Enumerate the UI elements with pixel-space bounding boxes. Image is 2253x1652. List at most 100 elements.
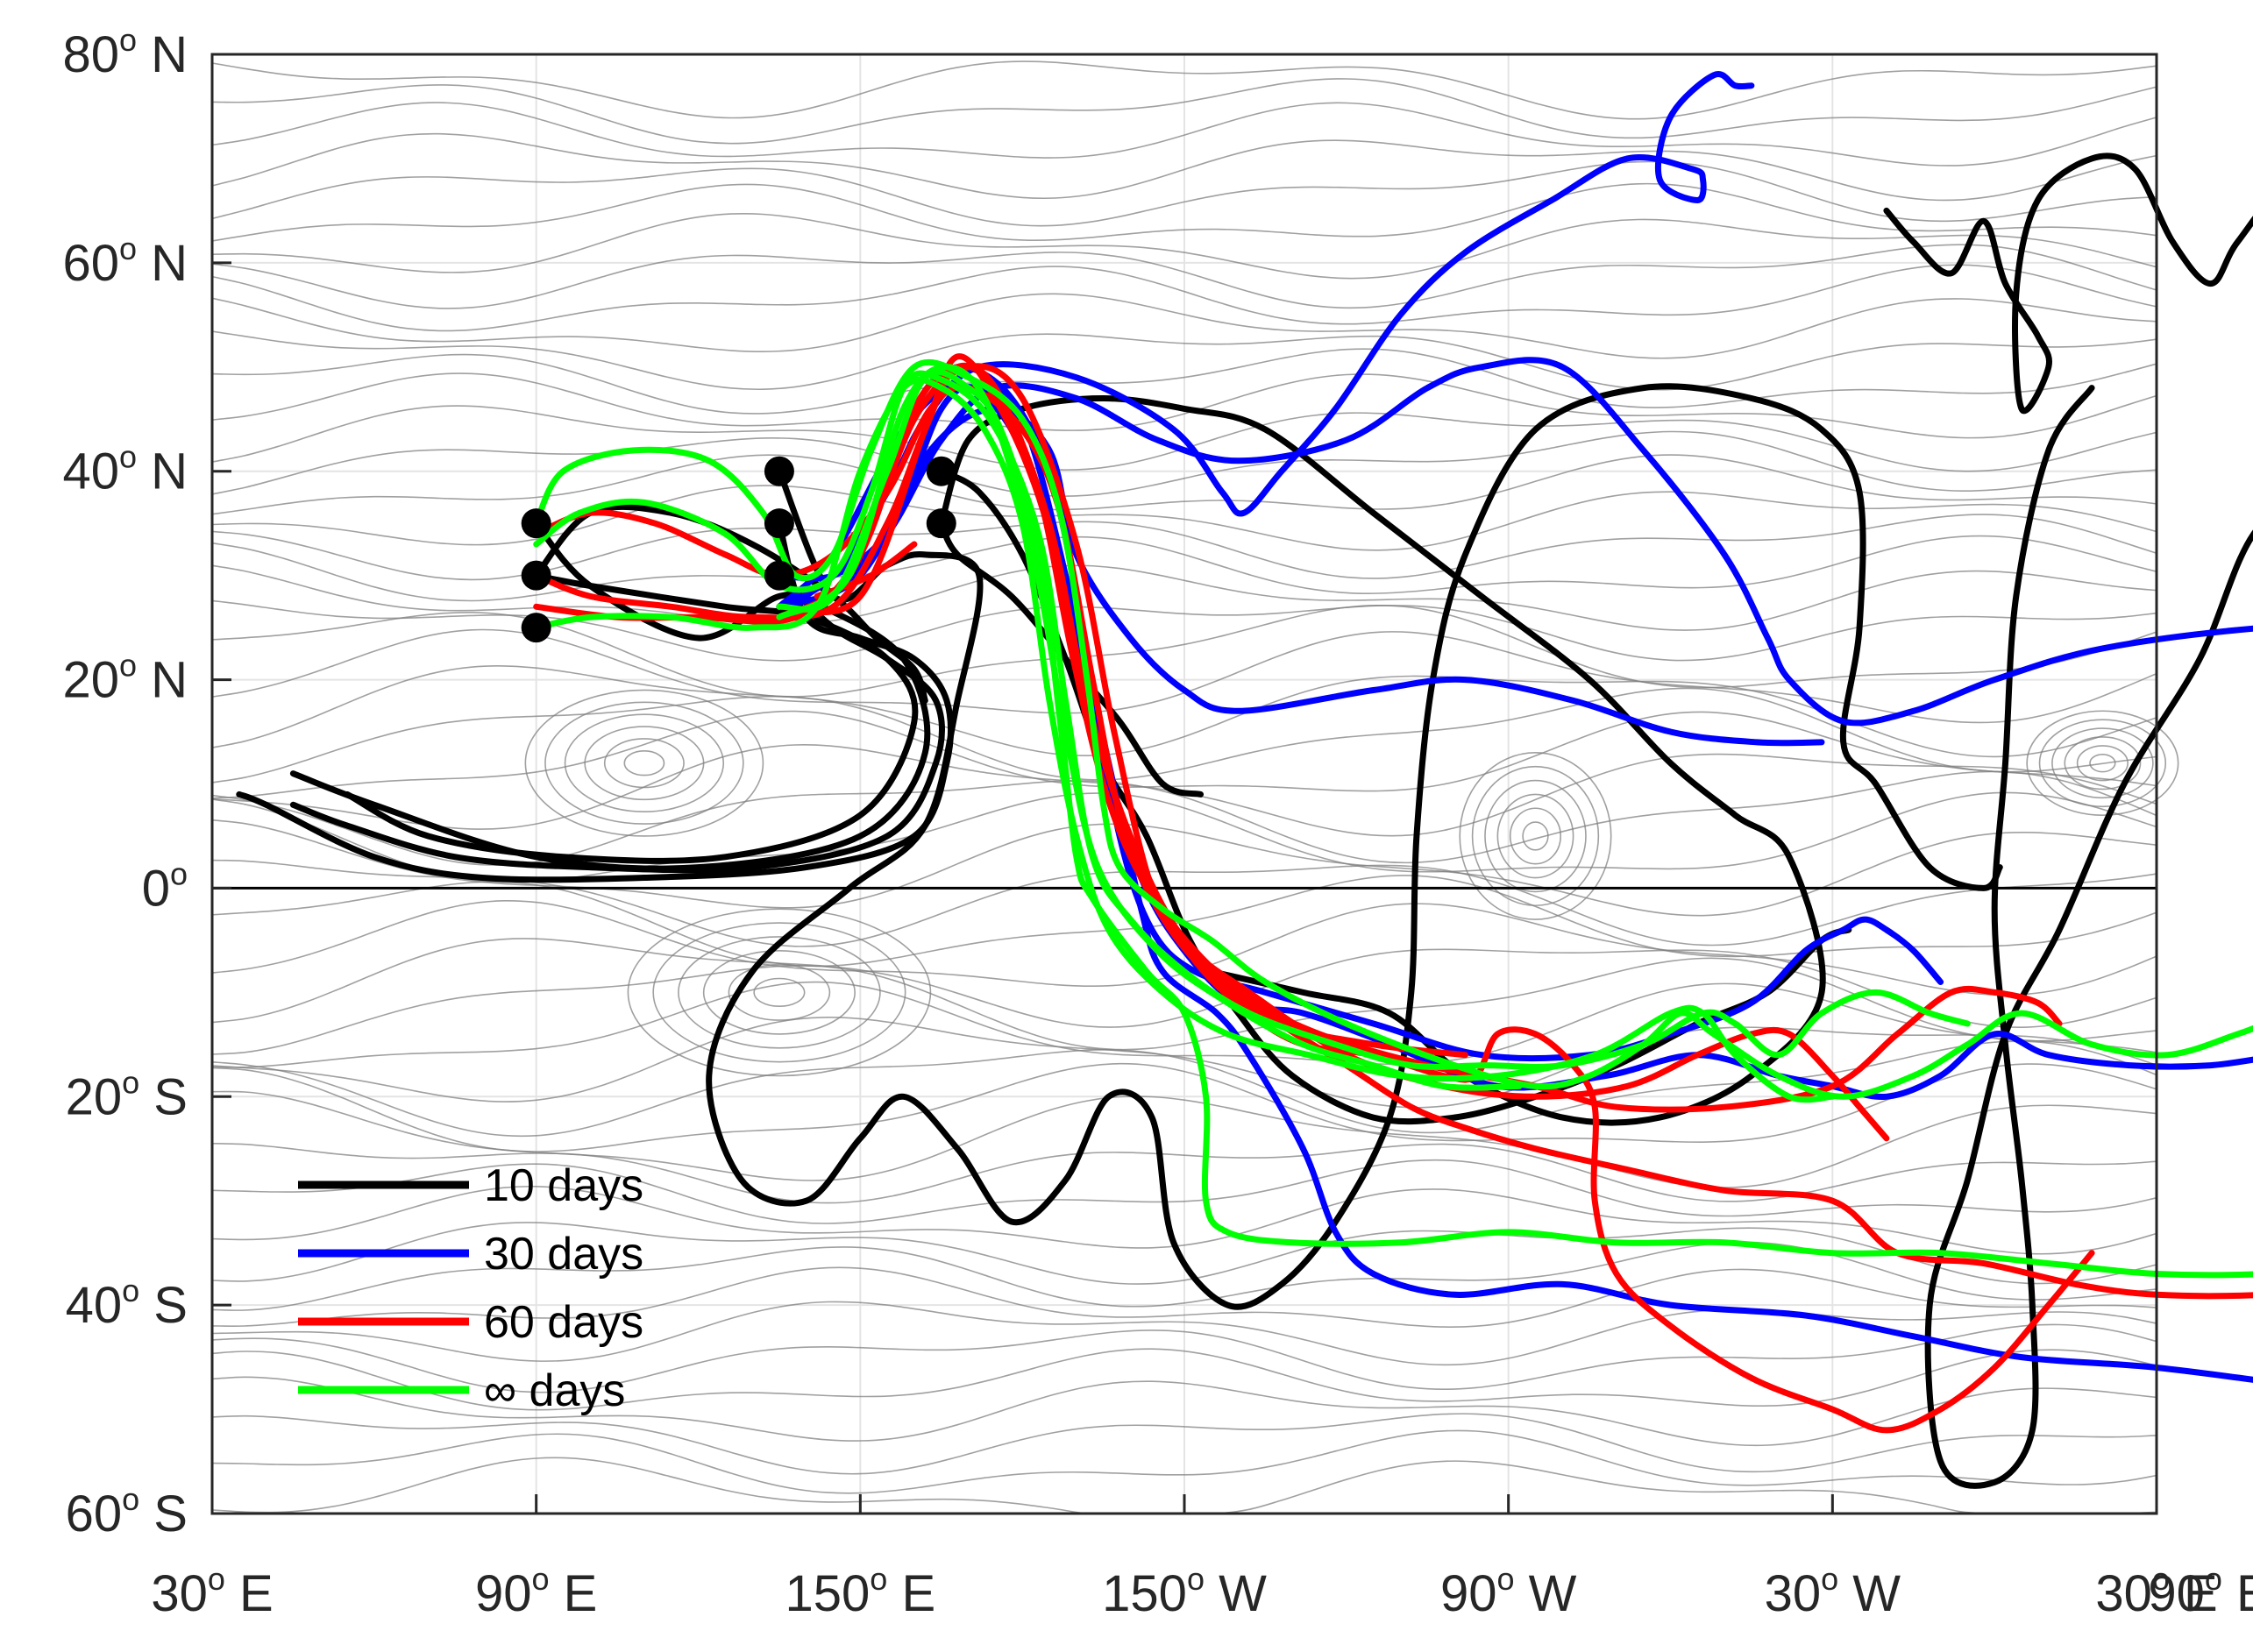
streamline [211, 454, 2157, 515]
x-tick-label: 90o E [475, 1561, 597, 1622]
trajectories [236, 71, 2253, 1489]
streamline [211, 1348, 2157, 1411]
streamline [211, 132, 2157, 202]
gyre-streamline [2038, 719, 2167, 808]
x-tick-label: 150o W [1102, 1561, 1267, 1622]
gyre-streamline [1484, 779, 1587, 893]
y-tick-label: 20o N [62, 648, 188, 709]
streamline [211, 78, 2157, 145]
streamline [211, 293, 2157, 359]
legend-label: 10 days [484, 1160, 643, 1211]
trajectory-line [533, 359, 2253, 1100]
start-point-marker [521, 613, 551, 643]
streamline [211, 1429, 2157, 1494]
gyre-streamline [2026, 710, 2179, 816]
gyre-streamline [524, 689, 764, 837]
x-tick-label: 30o E [151, 1561, 273, 1622]
legend-label: 60 days [484, 1297, 643, 1348]
streamline [211, 264, 2157, 332]
streamline [211, 1159, 2157, 1224]
streamline [211, 1376, 2157, 1447]
y-tick-label: 80o N [62, 22, 188, 83]
streamline [211, 213, 2157, 280]
gyre-streamline [2064, 736, 2142, 791]
x-tick-label: 150o E [785, 1561, 936, 1622]
trajectory-line [776, 405, 1825, 747]
streamline [211, 687, 2157, 783]
start-point-marker [926, 456, 956, 486]
gyre-streamline [584, 726, 705, 801]
streamline [211, 1143, 2157, 1204]
streamline [211, 244, 2157, 309]
start-point-marker [521, 508, 551, 539]
trajectory-line [938, 520, 1204, 798]
y-tick-label: 40o N [62, 439, 188, 500]
streamline [211, 1090, 2157, 1188]
gyre-streamline [1522, 821, 1549, 851]
streamline [211, 1301, 2157, 1366]
legend-label: 30 days [484, 1229, 643, 1280]
x-tick-label: 30o W [1765, 1561, 1901, 1622]
streamline [211, 1266, 2157, 1328]
trajectory-line [706, 383, 2003, 1310]
trajectory-line [776, 364, 1523, 1091]
y-axis: 80o N 60o N 40o N 20o N 0o 20o S 40o S 60o S [62, 22, 231, 1542]
gyre-streamline [1459, 752, 1612, 920]
streamline [211, 710, 2157, 799]
y-tick-label: 0o [142, 855, 188, 917]
start-point-marker [926, 508, 956, 539]
streamline [211, 372, 2157, 439]
streamline [211, 1413, 2157, 1475]
gyre-streamline [2051, 727, 2154, 799]
gyre-streamline [1496, 793, 1574, 879]
gyre-streamline [2089, 754, 2116, 773]
legend-label: ∞ days [484, 1365, 625, 1416]
start-point-marker [764, 508, 794, 539]
gyre-streamline [1471, 765, 1600, 907]
streamline [211, 430, 2157, 497]
x-tick-label: 30o E [2095, 1561, 2217, 1622]
start-point-marker [521, 560, 551, 591]
streamline [211, 348, 2157, 415]
plot-area [210, 53, 2253, 1515]
gyre-streamline [627, 908, 932, 1077]
streamline [211, 1062, 2157, 1152]
start-point-marker [764, 560, 794, 591]
x-tick-label: 90o E [2148, 1561, 2253, 1622]
legend: 10 days 30 days 60 days ∞ days [298, 1160, 643, 1416]
gyre-streamline [702, 949, 856, 1035]
streamline [211, 819, 2157, 917]
start-point-marker [764, 456, 794, 486]
streamline [211, 770, 2157, 867]
streamline [211, 1323, 2157, 1393]
series-inf-days [533, 359, 2253, 1279]
x-axis: 30o E 90o E 150o E 150o W 90o W 30o W 30o E90o… [151, 1494, 2253, 1622]
x-tick-label: 90o W [1440, 1561, 1577, 1622]
start-points [521, 456, 956, 643]
streamline [211, 957, 2157, 1055]
y-tick-label: 40o S [66, 1273, 188, 1334]
trajectory-line [1883, 152, 2253, 1489]
gyre-streamline [2076, 745, 2129, 782]
gyre-streamline [623, 750, 665, 776]
y-tick-label: 20o S [66, 1064, 188, 1125]
gyre-streamline [678, 936, 881, 1049]
y-tick-label: 60o N [62, 230, 188, 292]
streamline [211, 1222, 2157, 1285]
streamline [211, 485, 2157, 551]
streamline [211, 182, 2157, 242]
streamline [211, 1016, 2157, 1109]
gyre-streamline [1509, 807, 1562, 865]
streamline [211, 160, 2157, 227]
streamline [211, 981, 2157, 1068]
gyre-streamline [728, 963, 831, 1021]
gyre-streamline [603, 738, 685, 789]
gyre-streamline [652, 922, 906, 1063]
trajectory-line [289, 520, 931, 872]
streamline [211, 535, 2157, 602]
streamline [211, 1185, 2157, 1255]
streamline [211, 60, 2157, 120]
y-tick-label: 60o S [66, 1481, 188, 1542]
trajectory-line [814, 541, 918, 599]
